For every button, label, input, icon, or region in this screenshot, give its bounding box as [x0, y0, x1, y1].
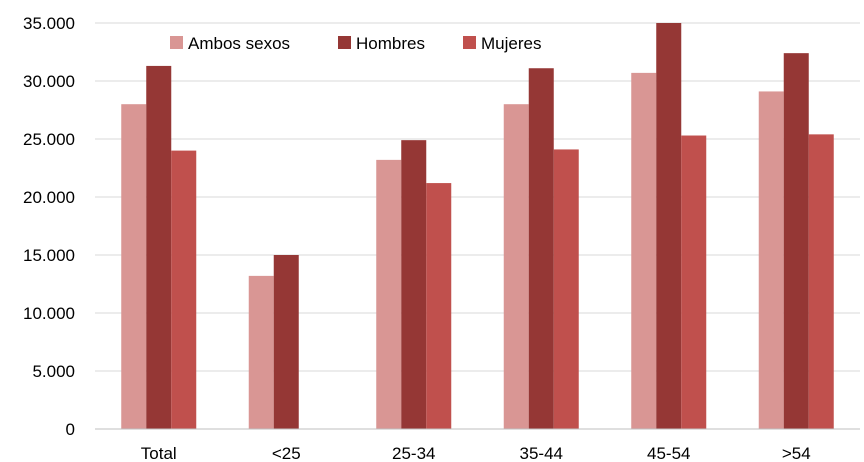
bar-ambos-sexos: [631, 72, 657, 429]
bar-mujeres: [553, 149, 579, 429]
bar-ambos-sexos: [248, 275, 274, 429]
y-tick-label: 30.000: [23, 72, 75, 91]
y-tick-label: 10.000: [23, 304, 75, 323]
bar-ambos-sexos: [758, 91, 784, 429]
gridlines: [95, 22, 860, 372]
legend-label: Mujeres: [481, 34, 541, 53]
x-tick-label: <25: [272, 444, 301, 462]
x-tick-label: 35-44: [520, 444, 563, 462]
bar-ambos-sexos: [121, 104, 147, 429]
x-tick-label: >54: [782, 444, 811, 462]
bar-mujeres: [681, 135, 707, 429]
y-tick-label: 35.000: [23, 14, 75, 33]
axes: 0 5.000 10.000 15.000 20.000 25.000 30.000 35.0…: [23, 14, 860, 462]
y-tick-label: 20.000: [23, 188, 75, 207]
y-tick-label: 25.000: [23, 130, 75, 149]
bar-hombres: [146, 65, 172, 430]
y-tick-label: 5.000: [32, 362, 75, 381]
bar-ambos-sexos: [503, 104, 529, 429]
legend-label: Ambos sexos: [188, 34, 290, 53]
legend: Ambos sexos Hombres Mujeres: [170, 34, 541, 53]
x-tick-label: Total: [141, 444, 177, 462]
bar-mujeres: [808, 134, 834, 430]
y-tick-label: 15.000: [23, 246, 75, 265]
bar-mujeres: [171, 150, 197, 429]
bar-hombres: [783, 53, 809, 429]
bars: [121, 23, 834, 430]
bar-hombres: [273, 255, 299, 429]
y-tick-label: 0: [66, 420, 75, 439]
bar-hombres: [656, 23, 682, 429]
legend-swatch: [463, 36, 476, 49]
x-tick-label: 25-34: [392, 444, 435, 462]
legend-swatch: [170, 36, 183, 49]
x-tick-label: 45-54: [647, 444, 690, 462]
bar-hombres: [401, 140, 427, 429]
legend-label: Hombres: [356, 34, 425, 53]
bar-hombres: [528, 68, 554, 430]
bar-mujeres: [426, 183, 452, 429]
bar-ambos-sexos: [376, 159, 402, 429]
legend-swatch: [338, 36, 351, 49]
